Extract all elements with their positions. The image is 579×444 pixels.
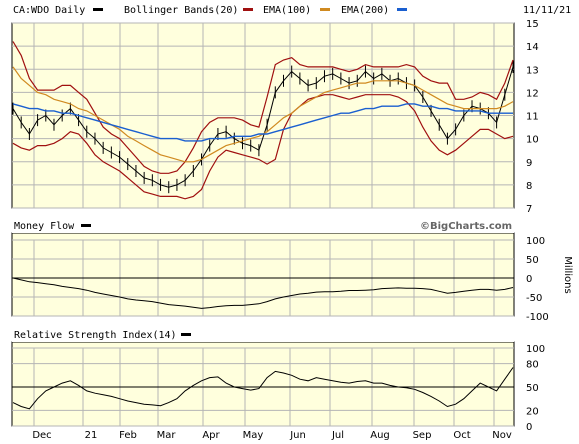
legend-bollinger: Bollinger Bands(20): [124, 5, 238, 16]
y-tick-label: 20: [526, 406, 539, 417]
y-tick-label: 80: [526, 360, 539, 371]
y-tick-label: 0: [526, 422, 532, 433]
legend-symbol: CA:WDO Daily: [13, 5, 85, 16]
x-tick-label: Feb: [119, 430, 137, 441]
rsi-series: [12, 367, 514, 410]
y-tick-label: 13: [526, 65, 539, 76]
money-flow-swatch: [81, 224, 91, 227]
y-tick-label: 100: [526, 236, 545, 247]
rsi-panel: 100 80 50 20 0 Relative Strength Index(14): [11, 327, 545, 433]
x-tick-label: May: [243, 430, 264, 441]
y-tick-label: 100: [526, 344, 545, 355]
x-tick-label: Dec: [32, 430, 51, 441]
money-flow-plot-area: [11, 232, 515, 317]
rsi-line: [12, 367, 514, 410]
y-tick-label: 50: [526, 383, 539, 394]
y-tick-label: 50: [526, 255, 539, 266]
x-tick-label: Jul: [331, 430, 344, 441]
price-line: [12, 66, 514, 188]
y-tick-label: 9: [526, 158, 532, 169]
rsi-y-ticks: 100 80 50 20 0: [526, 344, 545, 433]
x-tick-label: Oct: [453, 430, 470, 441]
rsi-title: Relative Strength Index(14): [14, 330, 177, 341]
y-tick-label: 10: [526, 135, 539, 146]
legend-swatch-bollinger: [243, 8, 253, 11]
money-flow-grid: [12, 239, 514, 317]
legend-ema100: EMA(100): [263, 5, 311, 16]
money-flow-line: [12, 277, 514, 309]
y-tick-label: 12: [526, 88, 539, 99]
y-tick-label: 15: [526, 19, 539, 30]
legend-swatch-ema200: [397, 8, 407, 11]
rsi-plot-area: [11, 341, 515, 427]
legend-swatch-ema100: [320, 8, 330, 11]
credit-text: ©BigCharts.com: [420, 221, 512, 232]
money-flow-header: [12, 218, 514, 233]
price-legend: CA:WDO Daily Bollinger Bands(20) EMA(100…: [13, 5, 571, 16]
x-tick-label: Aug: [370, 430, 390, 441]
x-tick-label: Mar: [157, 430, 177, 441]
y-tick-label: 14: [526, 42, 539, 53]
price-series: [12, 41, 514, 200]
legend-swatch-price: [93, 8, 103, 11]
price-grid: [12, 22, 514, 209]
money-flow-y-ticks: 100 50 0 -50 -100: [526, 236, 549, 323]
x-axis-labels: Dec 21 Feb Mar Apr May Jun Jul Aug Sep Oct Nov: [32, 430, 512, 441]
bollinger-lower-line: [12, 94, 514, 200]
y-tick-label: -50: [526, 293, 542, 304]
y-tick-label: 8: [526, 181, 532, 192]
y-tick-label: -100: [526, 312, 549, 323]
x-tick-label: Sep: [413, 430, 432, 441]
money-flow-unit-label: Millions: [562, 256, 573, 293]
price-y-ticks: 7 8 9 10 11 12 13 14 15: [526, 19, 539, 215]
x-tick-label: 21: [85, 430, 98, 441]
legend-ema200: EMA(200): [341, 5, 389, 16]
ema200-line: [12, 103, 513, 142]
rsi-swatch: [181, 333, 191, 336]
y-tick-label: 11: [526, 112, 539, 123]
y-tick-label: 7: [526, 204, 532, 215]
price-panel: 7 8 9 10 11 12 13 14 15: [11, 19, 539, 215]
rsi-grid: [12, 347, 514, 427]
bollinger-upper-line: [12, 41, 514, 174]
money-flow-title: Money Flow: [14, 221, 75, 232]
money-flow-series: [12, 277, 514, 309]
x-tick-label: Apr: [202, 430, 220, 441]
rsi-header: [12, 327, 514, 342]
x-tick-label: Jun: [289, 430, 306, 441]
chart-date: 11/11/21: [523, 5, 571, 16]
x-tick-label: Nov: [492, 430, 512, 441]
y-tick-label: 0: [526, 274, 532, 285]
